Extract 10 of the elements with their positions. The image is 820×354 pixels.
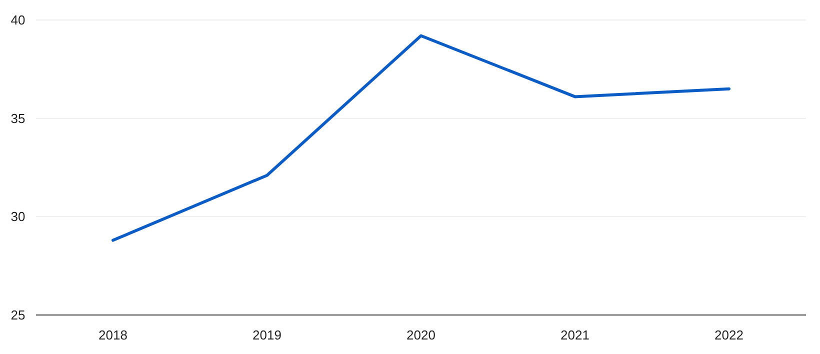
x-tick-label: 2020 — [406, 328, 436, 343]
x-tick-label: 2019 — [252, 328, 282, 343]
line-series — [112, 34, 730, 242]
x-tick-label: 2018 — [98, 328, 128, 343]
y-tick-label: 25 — [10, 308, 26, 323]
y-tick-label: 30 — [10, 209, 26, 224]
x-tick-label: 2021 — [560, 328, 590, 343]
y-tick-label: 35 — [10, 110, 26, 126]
y-tick-label: 40 — [10, 12, 26, 28]
x-tick-label: 2022 — [714, 328, 744, 343]
